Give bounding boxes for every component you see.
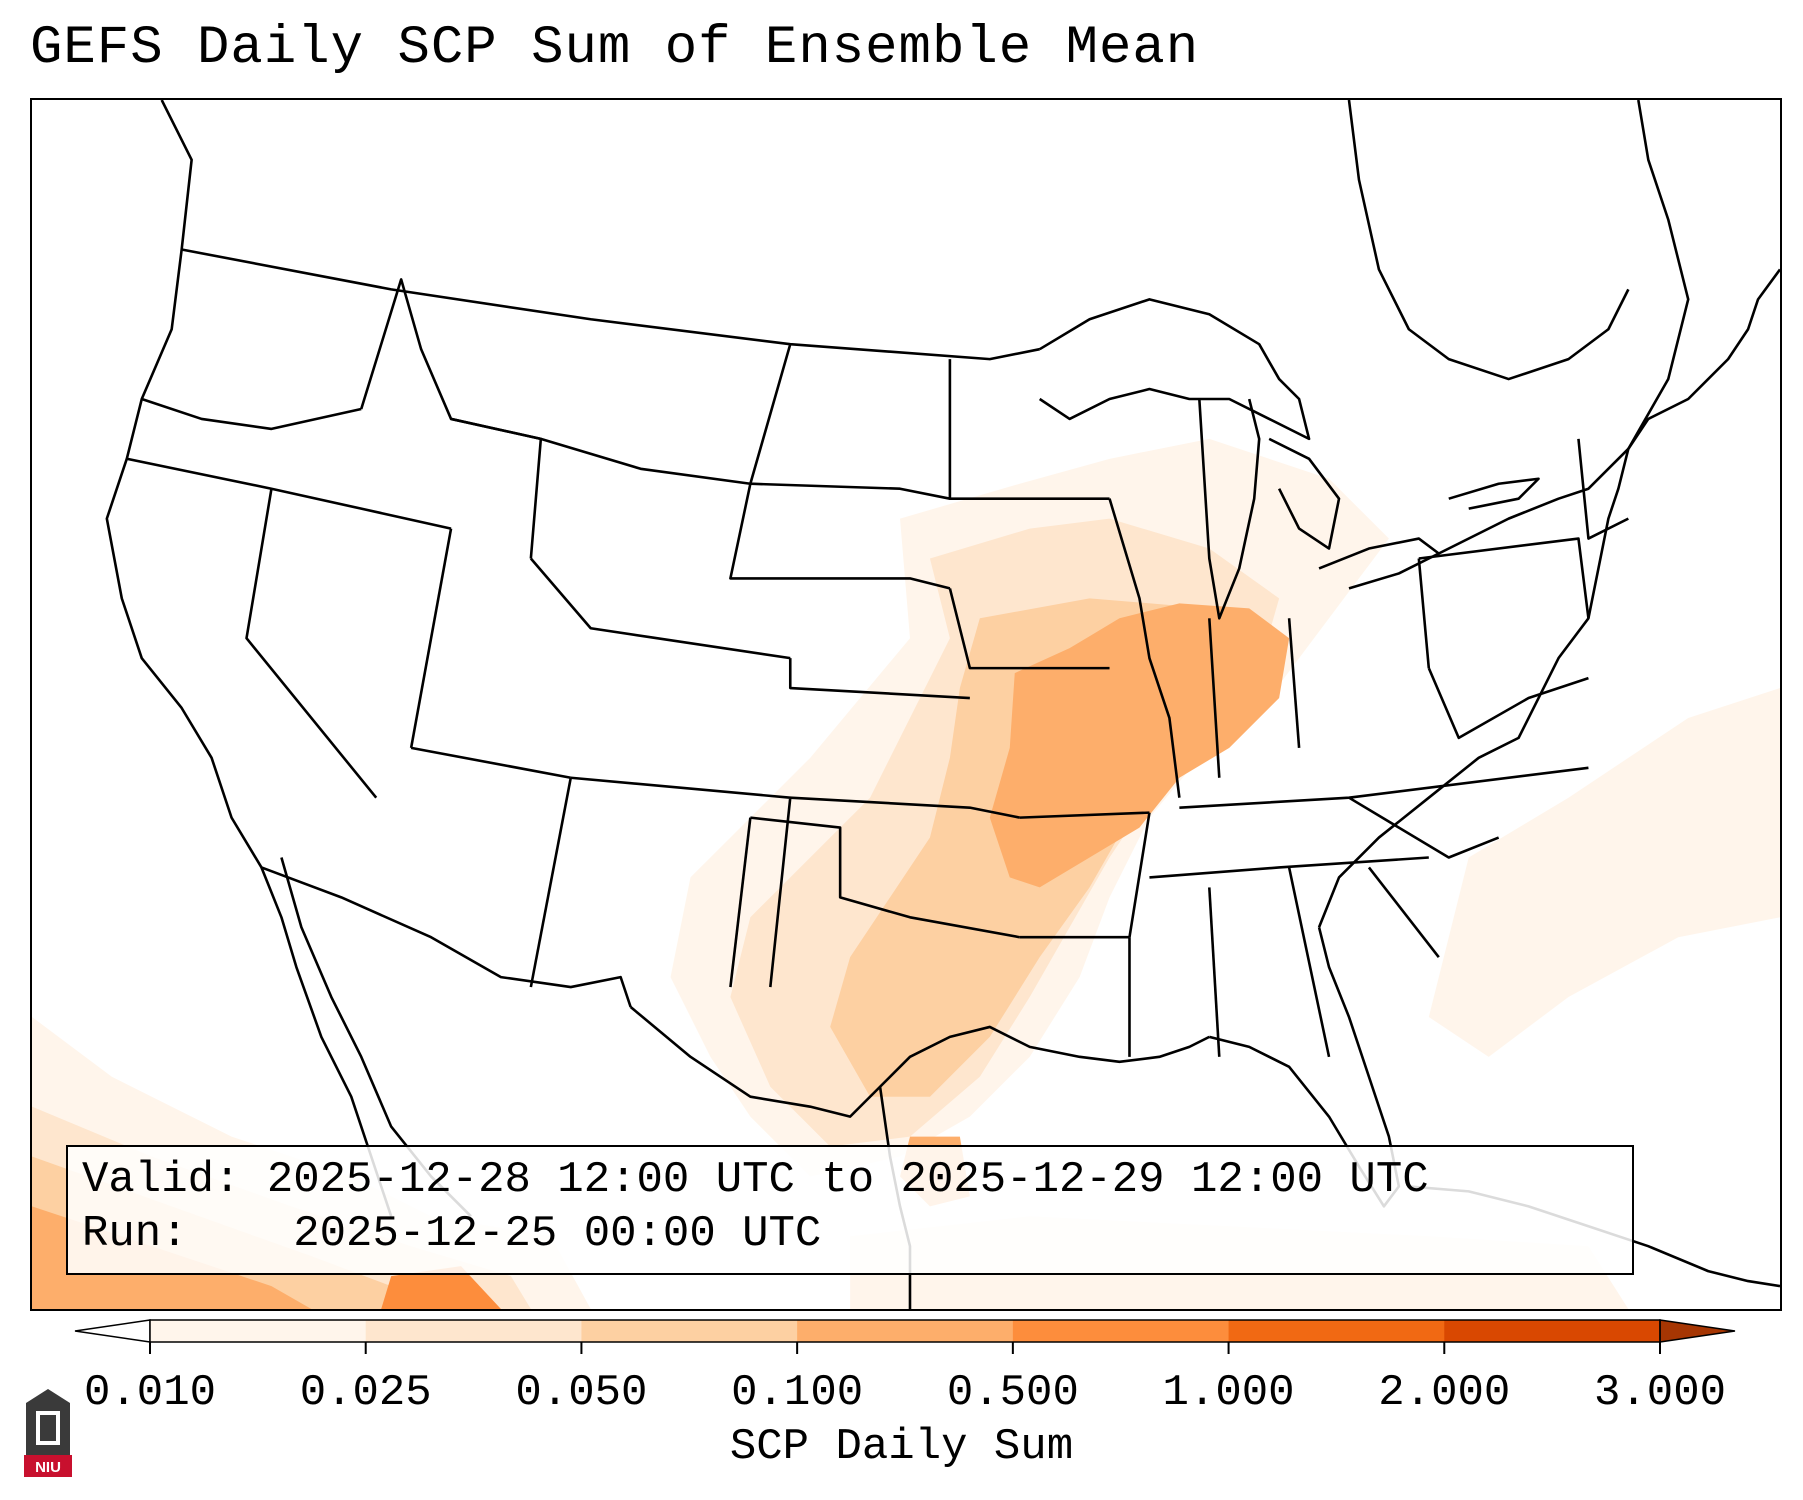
- run-label: Run:: [82, 1209, 188, 1259]
- canada-east-coast: [1627, 100, 1690, 450]
- al-ga: [1287, 867, 1331, 1058]
- valid-line: Valid: 2025-12-28 12:00 UTC to 2025-12-2…: [82, 1153, 1632, 1207]
- atlantic-coast: [1317, 268, 1780, 928]
- colorbar-extend-low: [74, 1319, 151, 1343]
- ar-ms: [1128, 812, 1151, 938]
- ky-tn: [1179, 766, 1589, 809]
- lake-ontario: [1448, 477, 1540, 510]
- colorbar-tick-label: 0.050: [515, 1368, 647, 1418]
- colorbar-swatches: [74, 1319, 1736, 1343]
- scp-area-light-atlantic: [1428, 688, 1780, 1057]
- ok-tx: [750, 816, 1020, 939]
- nd-sd: [749, 343, 951, 500]
- lake-huron: [1268, 437, 1341, 550]
- nv-ut: [409, 528, 453, 749]
- gulf-coast: [629, 1006, 1210, 1118]
- colorbar-ticks: 0.010 0.025 0.050 0.100 0.500 1.000 2.000 3.000: [84, 1342, 1726, 1418]
- in-oh: [1287, 618, 1301, 748]
- tx-nm: [729, 817, 752, 988]
- colorbar-swatch: [581, 1320, 798, 1342]
- il-in: [1208, 618, 1221, 778]
- map-canvas: [32, 100, 1780, 1309]
- colorbar-tick-label: 3.000: [1594, 1368, 1726, 1418]
- mo-il: [1108, 498, 1181, 798]
- pacific-coast: [105, 100, 393, 1217]
- or-ca-nv: [126, 457, 452, 530]
- colorbar-tick-label: 0.025: [300, 1368, 432, 1418]
- ms-al: [1208, 887, 1221, 1057]
- ny-vt-nh: [1577, 438, 1629, 540]
- ca-nv: [245, 488, 378, 799]
- tn-ms-al: [1149, 856, 1429, 879]
- map-title: GEFS Daily SCP Sum of Ensemble Mean: [30, 18, 1200, 79]
- az-nm: [529, 777, 573, 988]
- colorbar-tick-label: 0.100: [731, 1368, 863, 1418]
- mo-ar: [1019, 811, 1150, 819]
- run-value: 2025-12-25 00:00 UTC: [293, 1209, 822, 1259]
- va-wv: [1427, 667, 1589, 740]
- logo-text: NIU: [35, 1459, 61, 1476]
- valid-label: Valid:: [82, 1155, 241, 1205]
- mn-ia: [948, 359, 1110, 500]
- wa-or: [141, 397, 362, 431]
- pa-ny: [1418, 537, 1590, 619]
- ga-sc: [1367, 866, 1440, 958]
- us-canada-border-east: [1438, 447, 1630, 555]
- state-borders: [126, 248, 1630, 1058]
- ia-mo: [948, 588, 1110, 670]
- colorbar-label: SCP Daily Sum: [729, 1422, 1074, 1472]
- colorbar-tick-label: 1.000: [1163, 1368, 1295, 1418]
- wy-co: [529, 557, 791, 660]
- colorbar-tick-label: 0.010: [84, 1368, 216, 1418]
- niu-logo: NIU: [24, 1389, 72, 1477]
- map-panel: [30, 98, 1782, 1311]
- nc-sc: [1348, 796, 1500, 859]
- colorbar-swatch: [797, 1320, 1014, 1342]
- ut-az: [410, 746, 572, 780]
- mt-wy: [450, 417, 751, 486]
- ks-ok: [790, 796, 1020, 819]
- valid-value: 2025-12-28 12:00 UTC to 2025-12-29 12:00…: [266, 1155, 1429, 1205]
- colorbar-swatch: [1228, 1320, 1445, 1342]
- valid-run-info-box: Valid: 2025-12-28 12:00 UTC to 2025-12-2…: [66, 1145, 1634, 1275]
- run-line: Run: 2025-12-25 00:00 UTC: [82, 1207, 1632, 1261]
- id: [360, 278, 543, 559]
- lake-michigan: [1198, 398, 1261, 620]
- oh-pa: [1417, 558, 1431, 669]
- colorbar-tick-label: 0.500: [947, 1368, 1079, 1418]
- great-lakes-superior: [1038, 298, 1311, 441]
- colorbar-swatch: [1012, 1320, 1230, 1342]
- us-mexico-border: [261, 866, 632, 1008]
- colorbar-outline: [149, 1319, 1661, 1343]
- colorbar-tick-label: 2.000: [1378, 1368, 1510, 1418]
- colorbar-swatch: [365, 1320, 582, 1342]
- canada-hudson: [1347, 100, 1630, 381]
- colorbar-extend-high: [1659, 1319, 1736, 1343]
- sd-ne: [729, 483, 951, 590]
- scp-area-500-pacific: [381, 1266, 501, 1309]
- colorbar-swatch: [1444, 1320, 1661, 1342]
- colorbar: 0.010 0.025 0.050 0.100 0.500 1.000 2.000 3.000: [74, 1319, 1736, 1418]
- colorbar-swatch: [150, 1320, 367, 1342]
- ne-ks: [788, 658, 970, 700]
- lake-erie: [1318, 537, 1441, 590]
- us-canada-border: [181, 248, 1040, 361]
